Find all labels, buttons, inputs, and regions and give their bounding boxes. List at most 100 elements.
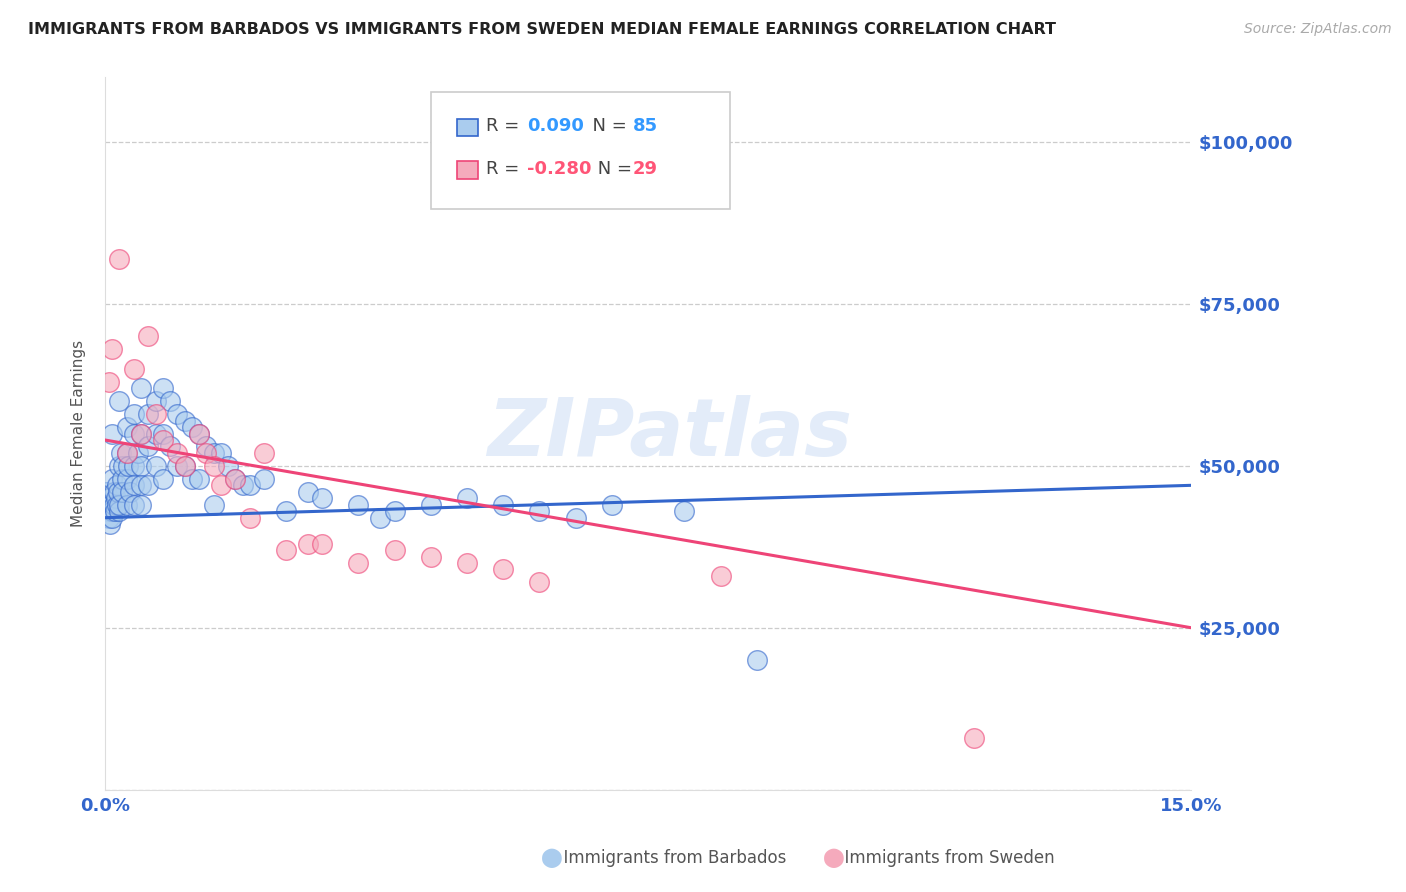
Point (253, 446, 276, 460)
Point (419, 498, 441, 512)
Point (138, 478, 160, 492)
Point (108, 252, 131, 266)
Point (311, 536, 333, 550)
Point (456, 556, 478, 570)
Point (100, 498, 122, 512)
Point (107, 504, 129, 518)
Point (100, 504, 122, 518)
Point (108, 498, 131, 512)
Point (173, 458, 195, 473)
Point (103, 498, 125, 512)
Point (166, 407, 188, 421)
Text: N =: N = (592, 160, 638, 178)
Point (129, 458, 152, 473)
Text: IMMIGRANTS FROM BARBADOS VS IMMIGRANTS FROM SWEDEN MEDIAN FEMALE EARNINGS CORREL: IMMIGRANTS FROM BARBADOS VS IMMIGRANTS F… (28, 22, 1056, 37)
Point (101, 343, 124, 357)
Point (188, 472, 211, 486)
Text: Immigrants from Barbados: Immigrants from Barbados (553, 849, 786, 867)
Point (145, 426, 167, 441)
Point (101, 472, 124, 486)
Point (180, 420, 202, 434)
Point (173, 414, 195, 428)
Point (347, 556, 370, 570)
Point (274, 504, 297, 518)
Point (232, 478, 254, 492)
Point (115, 420, 138, 434)
Point (166, 446, 188, 460)
Point (108, 458, 131, 473)
Point (105, 478, 128, 492)
Text: Immigrants from Sweden: Immigrants from Sweden (834, 849, 1054, 867)
Point (110, 446, 132, 460)
Point (274, 543, 297, 558)
Point (456, 491, 478, 506)
Point (129, 498, 152, 512)
Point (152, 472, 174, 486)
Point (529, 504, 551, 518)
Point (180, 472, 202, 486)
Point (368, 510, 391, 524)
Point (564, 510, 586, 524)
Point (297, 484, 319, 499)
Point (138, 407, 160, 421)
Point (115, 446, 138, 460)
Point (709, 569, 731, 583)
Point (112, 458, 135, 473)
FancyBboxPatch shape (430, 92, 730, 210)
Point (129, 381, 152, 395)
Point (159, 440, 181, 454)
Point (152, 381, 174, 395)
Point (347, 498, 370, 512)
Text: 29: 29 (633, 160, 658, 178)
Point (111, 484, 134, 499)
Y-axis label: Median Female Earnings: Median Female Earnings (72, 340, 86, 527)
Point (96, 498, 118, 512)
Point (98, 517, 121, 532)
Point (217, 458, 239, 473)
Point (173, 458, 195, 473)
Point (145, 458, 167, 473)
Point (122, 361, 145, 376)
Point (195, 446, 218, 460)
Text: ⬤: ⬤ (823, 848, 845, 868)
Text: N =: N = (582, 117, 633, 135)
Point (138, 440, 160, 454)
Point (104, 504, 127, 518)
Point (188, 426, 211, 441)
Point (239, 478, 262, 492)
Point (122, 478, 145, 492)
Point (224, 472, 246, 486)
Point (122, 407, 145, 421)
Point (117, 458, 139, 473)
Point (105, 498, 128, 512)
Point (384, 543, 406, 558)
Text: R =: R = (486, 160, 524, 178)
Point (195, 440, 218, 454)
Point (107, 484, 129, 499)
Point (419, 549, 441, 564)
Point (122, 426, 145, 441)
Point (745, 653, 768, 667)
Point (159, 394, 181, 409)
Point (600, 498, 623, 512)
Point (127, 446, 149, 460)
Text: 85: 85 (633, 117, 658, 135)
Text: 0.090: 0.090 (527, 117, 583, 135)
Point (97, 491, 120, 506)
Text: R =: R = (486, 117, 524, 135)
Point (138, 329, 160, 343)
Point (145, 394, 167, 409)
Point (101, 426, 124, 441)
Point (224, 472, 246, 486)
Point (239, 510, 262, 524)
Point (384, 504, 406, 518)
Point (129, 426, 152, 441)
Text: -0.280: -0.280 (527, 160, 592, 178)
Point (529, 575, 551, 590)
Point (673, 504, 696, 518)
Point (120, 484, 142, 499)
Point (97, 504, 120, 518)
Point (188, 426, 211, 441)
Point (209, 446, 232, 460)
Point (202, 498, 225, 512)
